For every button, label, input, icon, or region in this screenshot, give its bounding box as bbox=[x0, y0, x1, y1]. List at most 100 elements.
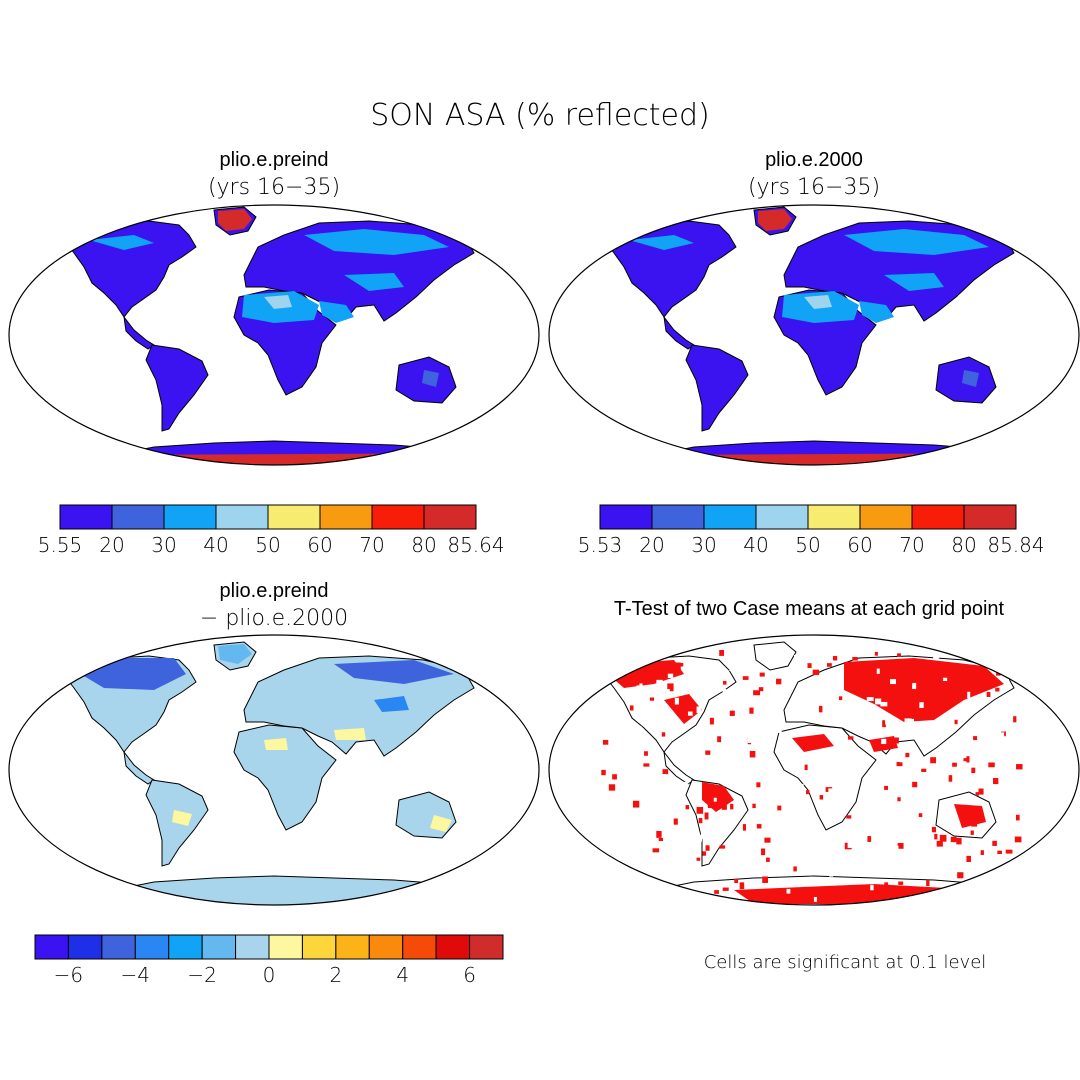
significance-cell bbox=[662, 769, 669, 775]
significance-cell bbox=[898, 881, 904, 885]
colorbar-swatch bbox=[599, 504, 653, 530]
panel-2000: plio.e.2000 (yrs 16−35) 5.53 20 30 40 50 60 70… bbox=[548, 149, 1080, 557]
significance-cell bbox=[673, 818, 678, 825]
colorbar-tick-label: 80 bbox=[951, 533, 976, 557]
significance-cell bbox=[704, 812, 709, 820]
significance-cell bbox=[930, 757, 936, 764]
significance-cell bbox=[991, 658, 998, 666]
significance-cell bbox=[1004, 676, 1010, 683]
significance-cell bbox=[969, 757, 973, 761]
significance-cell bbox=[952, 762, 957, 767]
colorbar-tick-label: 50 bbox=[795, 533, 820, 557]
colorbar-swatch bbox=[101, 934, 136, 960]
significance-cell bbox=[959, 781, 965, 786]
panel-preind-subtitle: (yrs 16−35) bbox=[208, 175, 340, 200]
colorbar-tick-label: 85.84 bbox=[987, 533, 1044, 557]
significance-cell bbox=[1005, 651, 1011, 658]
significance-cell bbox=[784, 668, 792, 675]
significance-cell bbox=[858, 837, 865, 843]
significance-cell bbox=[662, 774, 667, 778]
significance-cell bbox=[623, 714, 629, 720]
significance-cell bbox=[847, 736, 854, 740]
map-ttest bbox=[549, 635, 1079, 905]
significance-cell bbox=[643, 653, 648, 661]
significance-cell bbox=[764, 837, 771, 843]
significance-cell bbox=[697, 834, 703, 842]
significance-cell bbox=[1006, 881, 1014, 888]
panel-difference: plio.e.preind − plio.e.2000 −6 −4 −2 0 2 4 6 bbox=[8, 580, 540, 987]
significance-cell bbox=[615, 658, 623, 664]
significance-cell bbox=[986, 691, 991, 697]
colorbar-tick-label: 60 bbox=[847, 533, 872, 557]
significance-cell bbox=[613, 657, 620, 662]
significance-cell bbox=[658, 690, 662, 696]
significance-cell bbox=[600, 728, 606, 736]
significance-cell bbox=[854, 815, 859, 820]
significance-cell bbox=[705, 750, 711, 755]
significance-cell bbox=[669, 687, 674, 692]
panel-difference-title: plio.e.preind bbox=[220, 580, 329, 602]
significance-cell bbox=[954, 719, 958, 725]
significance-cell bbox=[1016, 756, 1024, 763]
significance-cell bbox=[819, 705, 823, 713]
colorbar-tick-label: 4 bbox=[396, 963, 409, 987]
significance-cell bbox=[802, 652, 807, 659]
significance-cell bbox=[856, 679, 861, 685]
significance-cell bbox=[656, 679, 663, 687]
colorbar-swatch bbox=[755, 504, 809, 530]
colorbar-swatch bbox=[423, 504, 477, 530]
significance-cell bbox=[766, 857, 770, 862]
colorbar-tick-label: 50 bbox=[255, 533, 280, 557]
map-2000 bbox=[549, 205, 1079, 465]
significance-cell bbox=[744, 794, 749, 802]
significance-cell bbox=[660, 710, 666, 715]
significance-cell bbox=[918, 813, 923, 818]
significance-cell bbox=[851, 676, 855, 683]
significance-cell bbox=[833, 791, 838, 797]
significance-cell bbox=[648, 772, 655, 778]
significance-cell bbox=[697, 786, 703, 791]
significance-cell bbox=[763, 712, 768, 720]
colorbar-swatch bbox=[268, 934, 303, 960]
significance-cell bbox=[652, 848, 660, 853]
significance-cell bbox=[978, 788, 984, 795]
significance-cell bbox=[993, 778, 999, 785]
colorbar-swatch bbox=[435, 934, 471, 960]
colorbar-tick-label: 20 bbox=[99, 533, 124, 557]
significance-cell bbox=[810, 808, 815, 815]
significance-cell bbox=[904, 718, 912, 724]
significance-cell bbox=[1016, 764, 1023, 770]
map-difference bbox=[9, 635, 539, 905]
significance-cell bbox=[608, 784, 616, 791]
colorbar-tick-label: 70 bbox=[899, 533, 924, 557]
significance-cell bbox=[729, 710, 735, 716]
significance-cell bbox=[704, 770, 708, 775]
significance-cell bbox=[885, 718, 892, 725]
significance-cell bbox=[819, 893, 824, 897]
significance-cell bbox=[875, 698, 882, 705]
colorbar-tick-label: −2 bbox=[187, 963, 216, 987]
significance-cell bbox=[956, 837, 962, 845]
significance-cell bbox=[747, 699, 752, 705]
significance-cell bbox=[759, 672, 765, 677]
figure-title: SON ASA (% reflected) bbox=[370, 98, 710, 133]
significance-cell bbox=[973, 736, 978, 741]
colorbar-swatch bbox=[111, 504, 165, 530]
significance-cell bbox=[726, 772, 731, 776]
significance-cell bbox=[905, 752, 910, 758]
colorbar-swatch bbox=[371, 504, 425, 530]
significance-cell bbox=[748, 814, 755, 821]
colorbar-tick-label: 85.64 bbox=[447, 533, 504, 557]
colorbar-tick-label: 40 bbox=[743, 533, 768, 557]
colorbar-tick-label: 80 bbox=[411, 533, 436, 557]
significance-cell bbox=[685, 805, 690, 810]
significance-cell bbox=[971, 819, 978, 827]
colorbar-swatch bbox=[807, 504, 861, 530]
colorbar-tick-label: 20 bbox=[639, 533, 664, 557]
colorbar-tick-label: 2 bbox=[329, 963, 342, 987]
significance-cell bbox=[828, 788, 836, 795]
significance-cell bbox=[879, 677, 886, 684]
significance-cell bbox=[793, 866, 797, 872]
map-preind bbox=[9, 205, 539, 465]
significance-cell bbox=[629, 705, 634, 711]
